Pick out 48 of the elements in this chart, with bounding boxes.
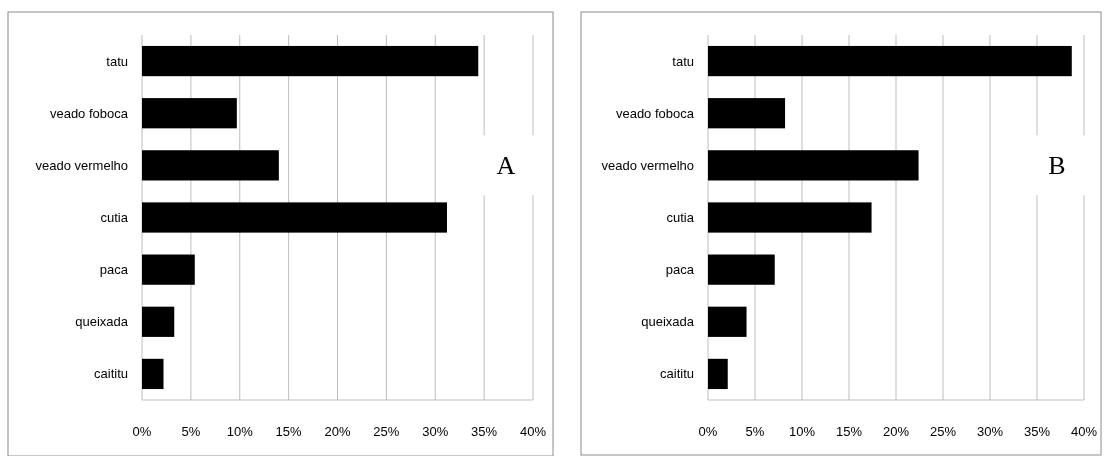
x-tick-label: 20%: [324, 424, 351, 439]
x-tick-label: 10%: [788, 424, 816, 439]
bar: [142, 358, 164, 390]
x-tick-label: 35%: [471, 424, 498, 439]
bar: [142, 202, 447, 233]
x-tick-label: 30%: [976, 424, 1004, 439]
y-tick-label: queixada: [641, 314, 695, 330]
y-tick-label: veado vermelho: [35, 157, 128, 173]
x-tick-label: 25%: [929, 424, 957, 439]
bar: [708, 98, 786, 129]
bar: [708, 254, 775, 285]
y-tick-label: veado foboca: [49, 105, 129, 121]
annotation: B: [1048, 151, 1066, 181]
bar: [708, 150, 919, 181]
y-tick-label: tatu: [672, 53, 694, 69]
x-tick-label: 5%: [181, 424, 201, 439]
bar: [708, 306, 747, 337]
bar: [142, 254, 195, 285]
x-tick-label: 15%: [835, 424, 863, 439]
bar: [142, 306, 175, 337]
bar: [708, 45, 1072, 77]
y-tick-label: tatu: [106, 53, 128, 69]
x-tick-label: 40%: [519, 424, 547, 439]
x-tick-label: 40%: [1070, 424, 1098, 439]
x-tick-label: 30%: [422, 424, 449, 439]
x-tick-label: 0%: [132, 424, 152, 439]
y-tick-label: cutia: [100, 210, 129, 226]
y-tick-label: veado vermelho: [601, 157, 694, 173]
x-tick-label: 10%: [226, 424, 254, 439]
y-tick-label: caititu: [660, 366, 694, 382]
x-tick-label: 15%: [275, 424, 303, 439]
y-tick-label: veado foboca: [615, 105, 695, 121]
y-tick-label: paca: [99, 262, 129, 278]
y-tick-label: queixada: [75, 314, 129, 330]
bar: [142, 45, 479, 77]
bar: [708, 358, 728, 390]
x-tick-label: 5%: [745, 424, 765, 439]
y-tick-label: cutia: [666, 210, 695, 226]
y-tick-label: caititu: [94, 366, 128, 382]
bar: [142, 150, 279, 181]
y-tick-label: paca: [665, 262, 695, 278]
x-tick-label: 25%: [373, 424, 400, 439]
x-tick-label: 35%: [1023, 424, 1051, 439]
x-tick-label: 20%: [882, 424, 910, 439]
x-tick-label: 0%: [698, 424, 718, 439]
annotation: A: [496, 151, 516, 181]
bar: [708, 202, 872, 233]
bar: [142, 98, 237, 129]
